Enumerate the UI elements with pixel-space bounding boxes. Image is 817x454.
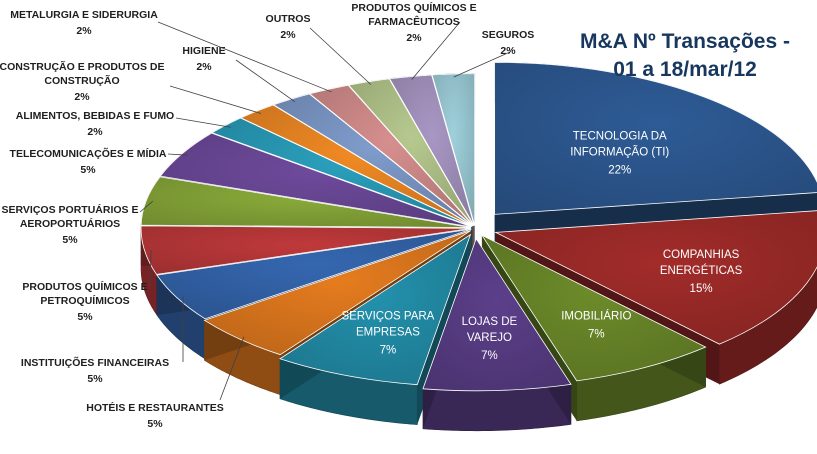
slice-label-11: CONSTRUÇÃO E PRODUTOS DECONSTRUÇÃO2% <box>0 60 164 103</box>
slice-label-14: OUTROS2% <box>266 13 311 41</box>
slice-label-6: INSTITUIÇÕES FINANCEIRAS5% <box>21 356 169 385</box>
slice-label-12: HIGIENE2% <box>182 45 225 73</box>
slice-label-5: HOTÉIS E RESTAURANTES5% <box>86 401 223 430</box>
chart-title-line2: 01 a 18/mar/12 <box>560 56 810 84</box>
leader-line-10 <box>176 118 231 127</box>
slice-label-10: ALIMENTOS, BEBIDAS E FUMO2% <box>16 110 174 138</box>
slice-side-3 <box>423 384 571 430</box>
slice-label-9: TELECOMUNICAÇÕES E MÍDIA5% <box>10 147 167 176</box>
leader-line-14 <box>310 28 371 85</box>
slice-label-15: PRODUTOS QUÍMICOS EFARMACÊUTICOS2% <box>351 1 476 44</box>
chart-title: M&A Nº Transações - 01 a 18/mar/12 <box>560 28 810 84</box>
leader-line-15 <box>412 22 460 79</box>
slice-label-7: PRODUTOS QUÍMICOS EPETROQUÍMICOS5% <box>22 280 147 323</box>
leader-line-12 <box>236 60 295 102</box>
slice-label-8: SERVIÇOS PORTUÁRIOS EAEROPORTUÁRIOS5% <box>2 203 139 246</box>
slice-label-16: SEGUROS2% <box>482 29 535 57</box>
chart-title-line1: M&A Nº Transações - <box>560 28 810 56</box>
leader-line-11 <box>170 86 261 113</box>
slice-label-13: METALURGIA E SIDERURGIA2% <box>10 9 158 37</box>
